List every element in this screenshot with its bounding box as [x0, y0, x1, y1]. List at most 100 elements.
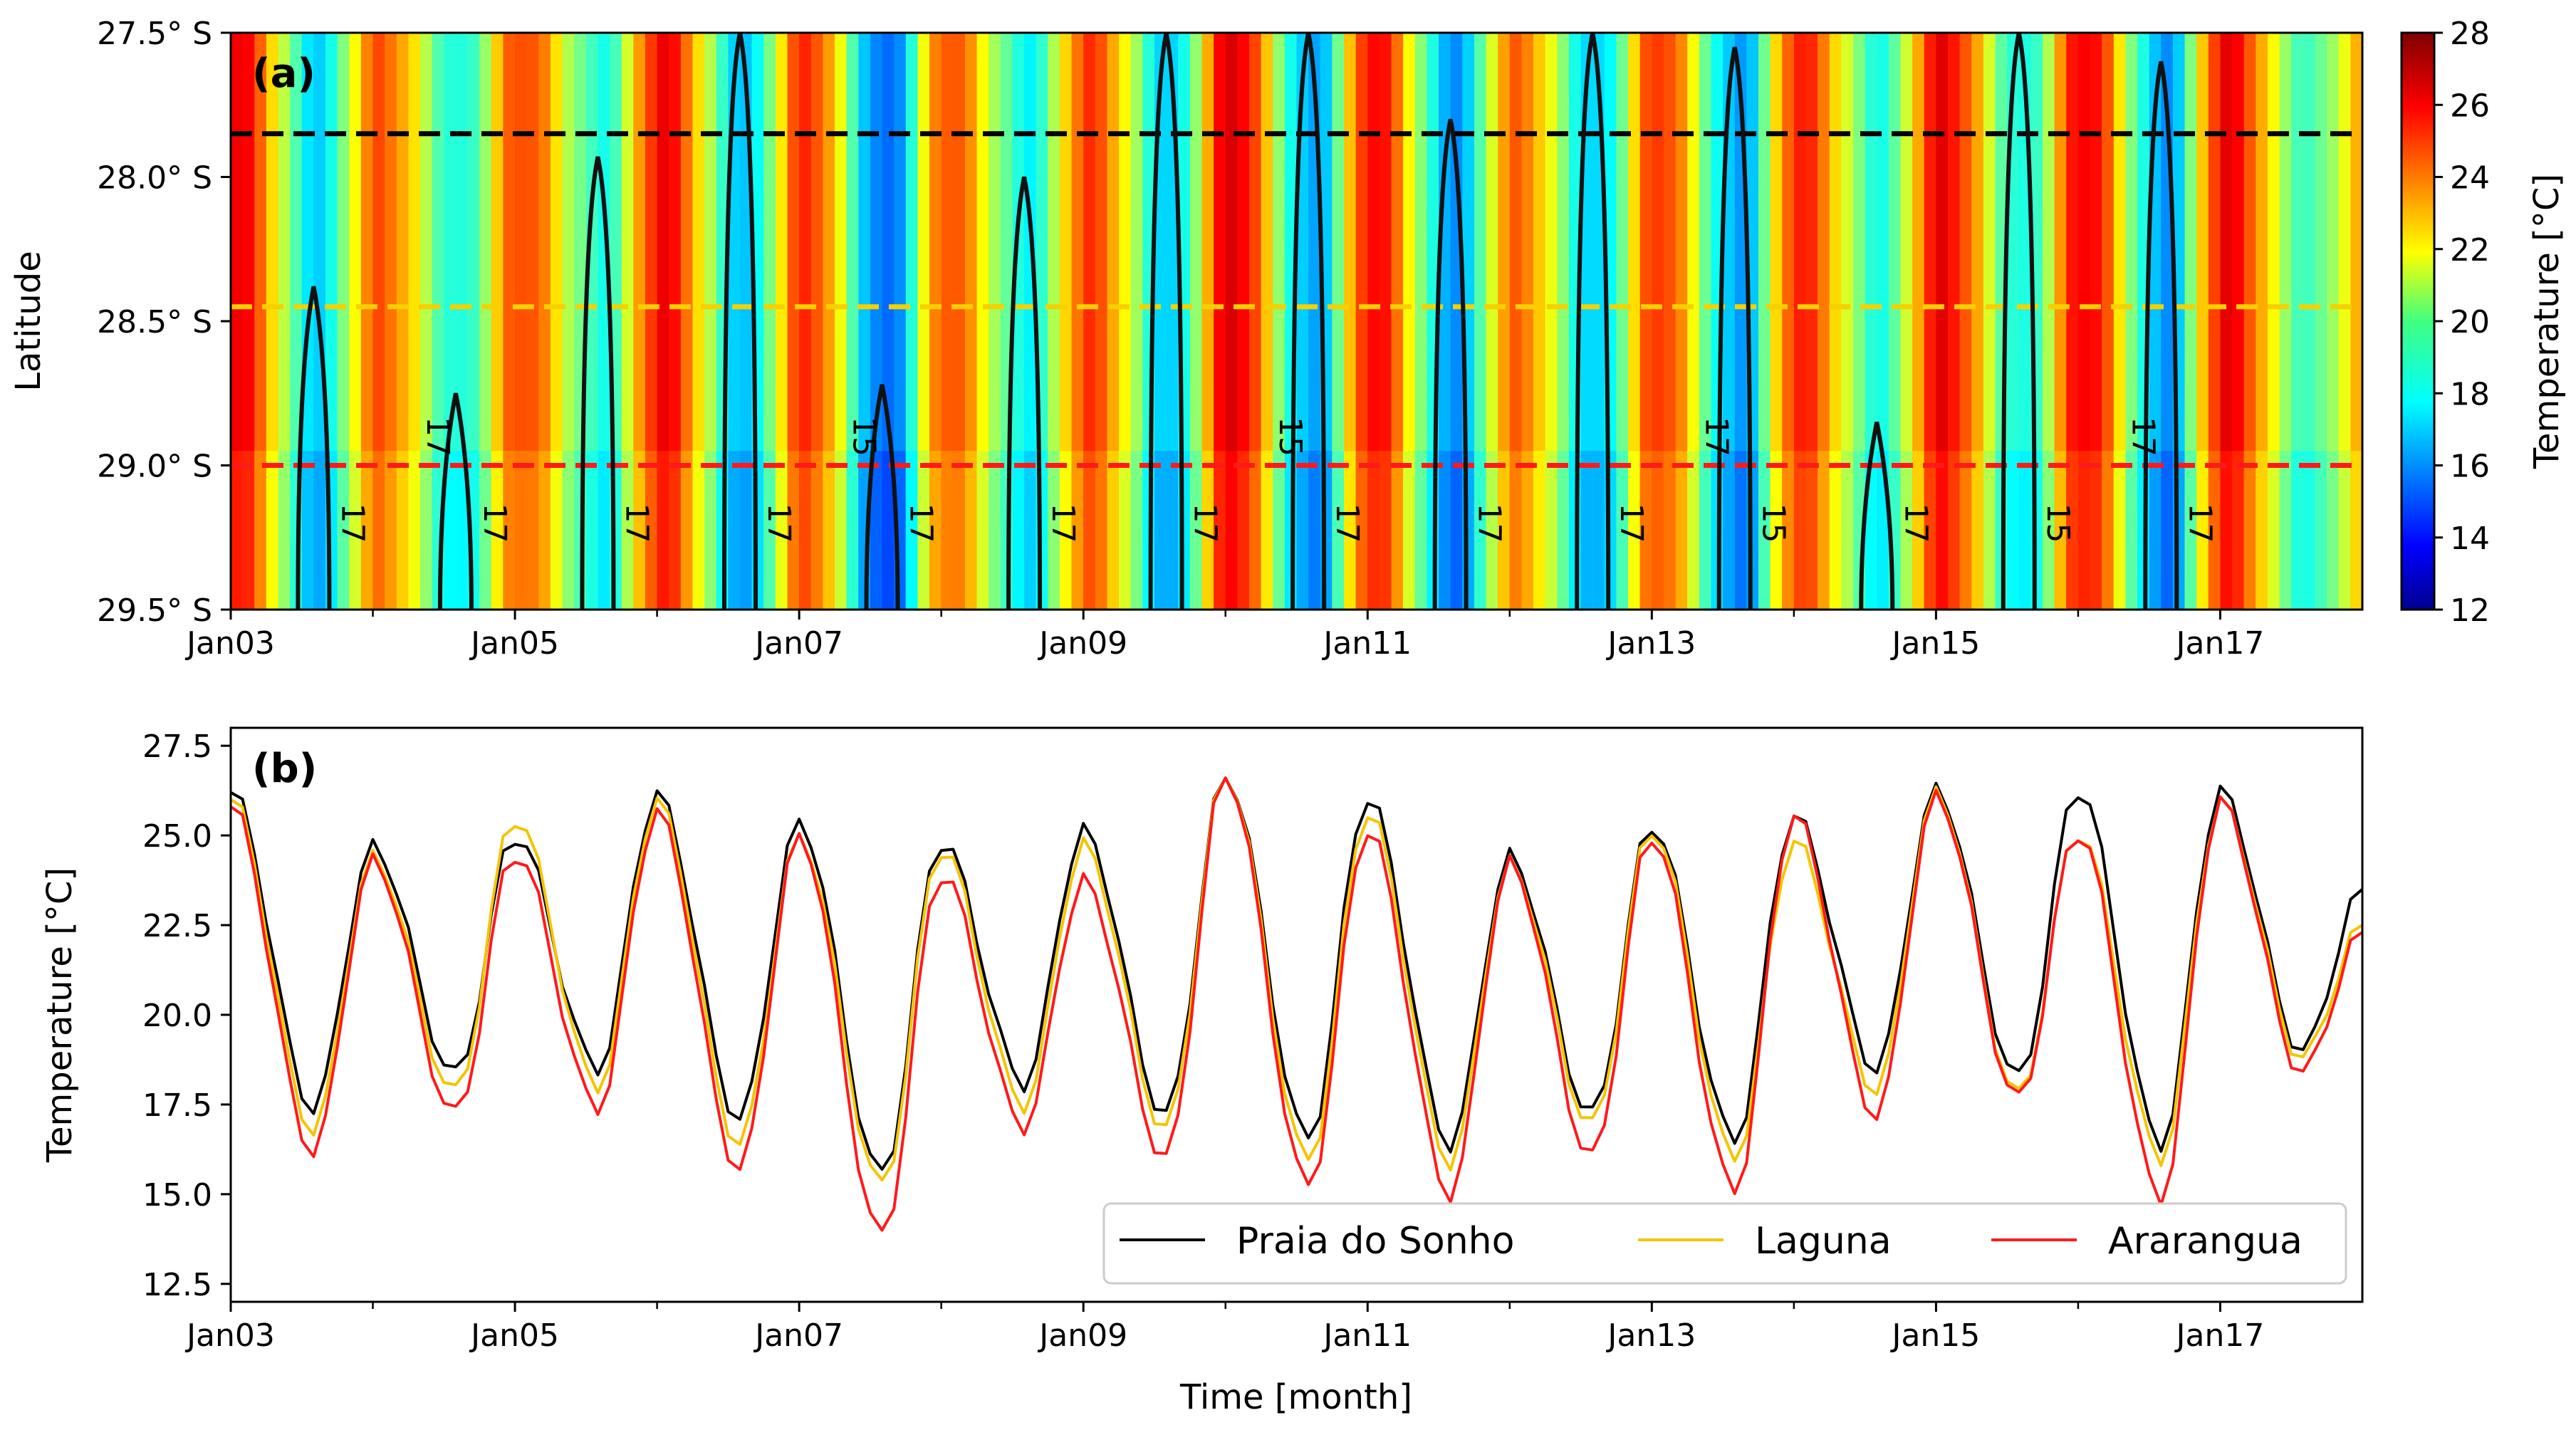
heatmap-cell	[337, 451, 350, 610]
colorbar-tick-label: 28	[2450, 16, 2490, 52]
y-tick-label: 27.5° S	[97, 16, 212, 52]
contour-label: 17	[1613, 503, 1649, 543]
contour-label: 17	[1045, 503, 1081, 543]
heatmap-cell	[254, 451, 267, 610]
contour-line	[2001, 33, 2037, 610]
heatmap-cell	[1948, 451, 1961, 610]
y-tick-label: 15.0	[142, 1177, 212, 1214]
colorbar-tick-label: 18	[2450, 376, 2490, 412]
y-tick-label: 12.5	[142, 1267, 212, 1303]
panel-b-label: (b)	[252, 746, 317, 792]
heatmap-cell	[1782, 451, 1795, 610]
heatmap-cell	[2279, 451, 2293, 610]
y-tick-label: 25.0	[142, 818, 212, 855]
legend-label-praia: Praia do Sonho	[1236, 1220, 1514, 1263]
heatmap-cell	[1024, 451, 1037, 610]
contour-label: 17	[1897, 503, 1934, 543]
heatmap-cell	[1734, 451, 1748, 610]
heatmap-cell	[1308, 451, 1321, 610]
heatmap-cell	[2161, 451, 2174, 610]
contour-label: 17	[1187, 503, 1224, 543]
x-tick-label: Jan03	[184, 625, 275, 662]
heatmap-cell	[2256, 451, 2268, 610]
contour-line	[1006, 176, 1043, 610]
heatmap-cell	[1639, 451, 1653, 610]
contour-label: 17	[334, 503, 370, 543]
heatmap-cell	[953, 451, 966, 610]
contour-label: 17	[1699, 417, 1735, 456]
contour-lines	[296, 33, 2179, 610]
colorbar-ticks: 12 14 16 18 20 22 24 26 28	[2434, 16, 2490, 629]
panel-a-x-axis: Jan03 Jan05 Jan07 Jan09 Jan11 Jan13 Jan15 Jan17	[184, 610, 2264, 662]
heatmap-cell	[1332, 451, 1345, 610]
panel-a-y-axis: 27.5° S 28.0° S 28.5° S 29.0° S 29.5° S	[97, 16, 231, 629]
x-tick-label: Jan09	[1037, 1317, 1127, 1354]
heatmap-cell	[728, 451, 741, 610]
contour-label: 17	[2181, 503, 2218, 543]
y-tick-label: 29.0° S	[97, 449, 212, 485]
contour-label: 17	[761, 503, 797, 543]
heatmap-cell	[799, 451, 812, 610]
heatmap-cell	[1521, 451, 1535, 610]
heatmap-cell	[2243, 451, 2257, 610]
legend: Praia do Sonho Laguna Ararangua	[1102, 1202, 2347, 1285]
y-tick-label: 29.5° S	[97, 593, 212, 629]
heatmap-cell	[408, 451, 422, 610]
heatmap-cell	[1900, 451, 1914, 610]
contour-line	[580, 156, 616, 610]
heatmap-cell	[2077, 451, 2091, 610]
heatmap-cell	[2007, 451, 2020, 610]
heatmap-cell	[2232, 451, 2245, 610]
heatmap-cell	[621, 451, 635, 610]
heatmap-cell	[1533, 451, 1546, 610]
heatmap-cell	[989, 451, 1001, 610]
heatmap-cell	[1770, 451, 1783, 610]
heatmap-cell	[562, 451, 575, 610]
x-tick-label: Jan11	[1321, 1317, 1412, 1354]
heatmap-cell	[2350, 451, 2362, 610]
heatmap-cell	[491, 451, 504, 610]
panel-b-xlabel: Time [month]	[1179, 1377, 1412, 1417]
contour-labels: 17 17 17 17 17 17 15 17 17 17 15 17 17 15 17 17 15 17 17	[334, 417, 2218, 543]
x-tick-label: Jan05	[469, 625, 559, 662]
heatmap-cell	[538, 451, 551, 610]
contour-line	[296, 286, 332, 610]
heatmap-cell	[1936, 451, 1949, 610]
heatmap-cell	[739, 451, 753, 610]
heatmap-cell	[1439, 451, 1451, 610]
heatmap-cell	[1355, 451, 1369, 610]
heatmap-cell	[1107, 451, 1120, 610]
heatmap-cell	[823, 451, 836, 610]
heatmap-cell	[1758, 451, 1771, 610]
heatmap-cell	[1924, 451, 1937, 610]
contour-label: 17	[1329, 503, 1365, 543]
legend-frame	[1102, 1202, 2347, 1285]
heatmap-cell	[1592, 451, 1605, 610]
heatmap-cell	[787, 451, 801, 610]
heatmap-cell	[669, 451, 682, 610]
legend-label-ararangua: Ararangua	[2108, 1220, 2303, 1263]
heatmap-cell	[1450, 451, 1464, 610]
x-tick-label: Jan09	[1037, 625, 1127, 662]
heatmap-cell	[1580, 451, 1594, 610]
series-line	[231, 776, 2362, 1232]
colorbar-tick-label: 16	[2450, 449, 2490, 485]
heatmap-cell	[2090, 451, 2103, 610]
heatmap-cell	[964, 451, 978, 610]
heatmap-cell	[2184, 451, 2198, 610]
x-tick-label: Jan07	[753, 1317, 843, 1354]
heatmap-cell	[1793, 451, 1807, 610]
heatmap-cell	[941, 451, 954, 610]
heatmap-cell	[2327, 451, 2340, 610]
heatmap-cell	[2196, 451, 2209, 610]
heatmap-cell	[1414, 451, 1428, 610]
heatmap-cell	[870, 451, 883, 610]
contour-label: 15	[1272, 417, 1308, 456]
heatmap-cell	[1699, 451, 1712, 610]
heatmap-cell	[526, 451, 540, 610]
heatmap-cell	[846, 451, 860, 610]
heatmap-cell	[349, 451, 362, 610]
y-tick-label: 20.0	[142, 998, 212, 1034]
heatmap-cell	[1273, 451, 1286, 610]
